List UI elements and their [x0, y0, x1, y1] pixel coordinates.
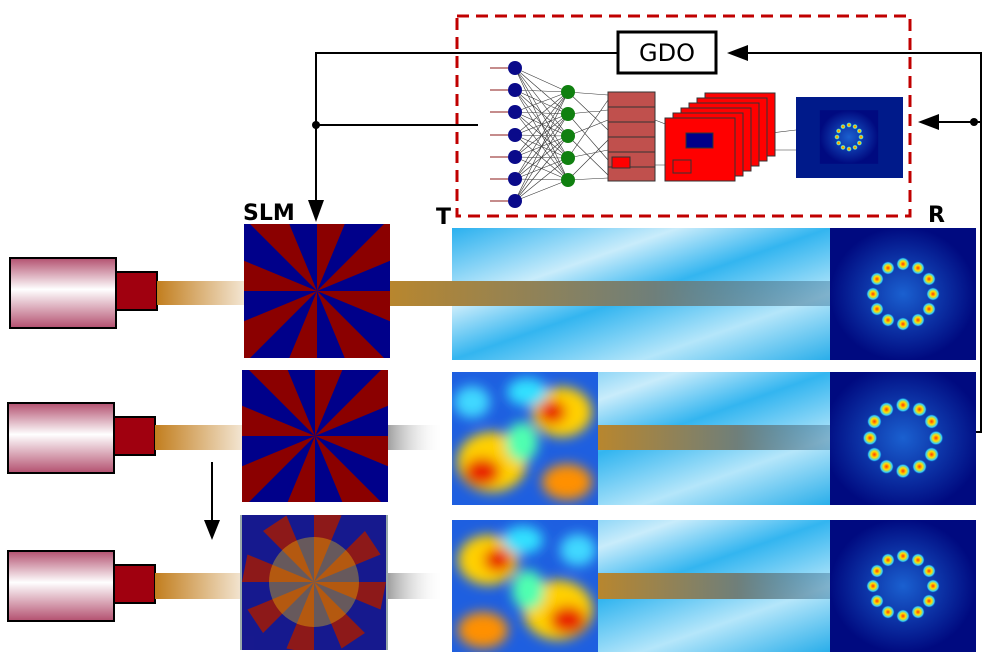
- row-2: [7, 370, 976, 505]
- row-1: [9, 224, 976, 360]
- row-3: [7, 515, 976, 652]
- slm-label: SLM: [243, 201, 295, 226]
- nn-outputs: [490, 67, 508, 202]
- t-label: T: [436, 205, 451, 230]
- r-label: R: [928, 203, 945, 228]
- nn-hidden-nodes: [561, 85, 575, 187]
- arrowheads: [204, 45, 978, 540]
- nn-connections: [514, 67, 830, 202]
- nn-input-nodes: [508, 61, 522, 208]
- gdo-box: [616, 30, 718, 75]
- nn-input-image: [796, 97, 903, 178]
- nn-dense-layer: [607, 91, 656, 182]
- controller-box: [455, 14, 912, 218]
- gdo-label: GDO: [639, 39, 695, 67]
- feedback-lines: [211, 52, 982, 526]
- nn-conv-layers: [664, 92, 776, 182]
